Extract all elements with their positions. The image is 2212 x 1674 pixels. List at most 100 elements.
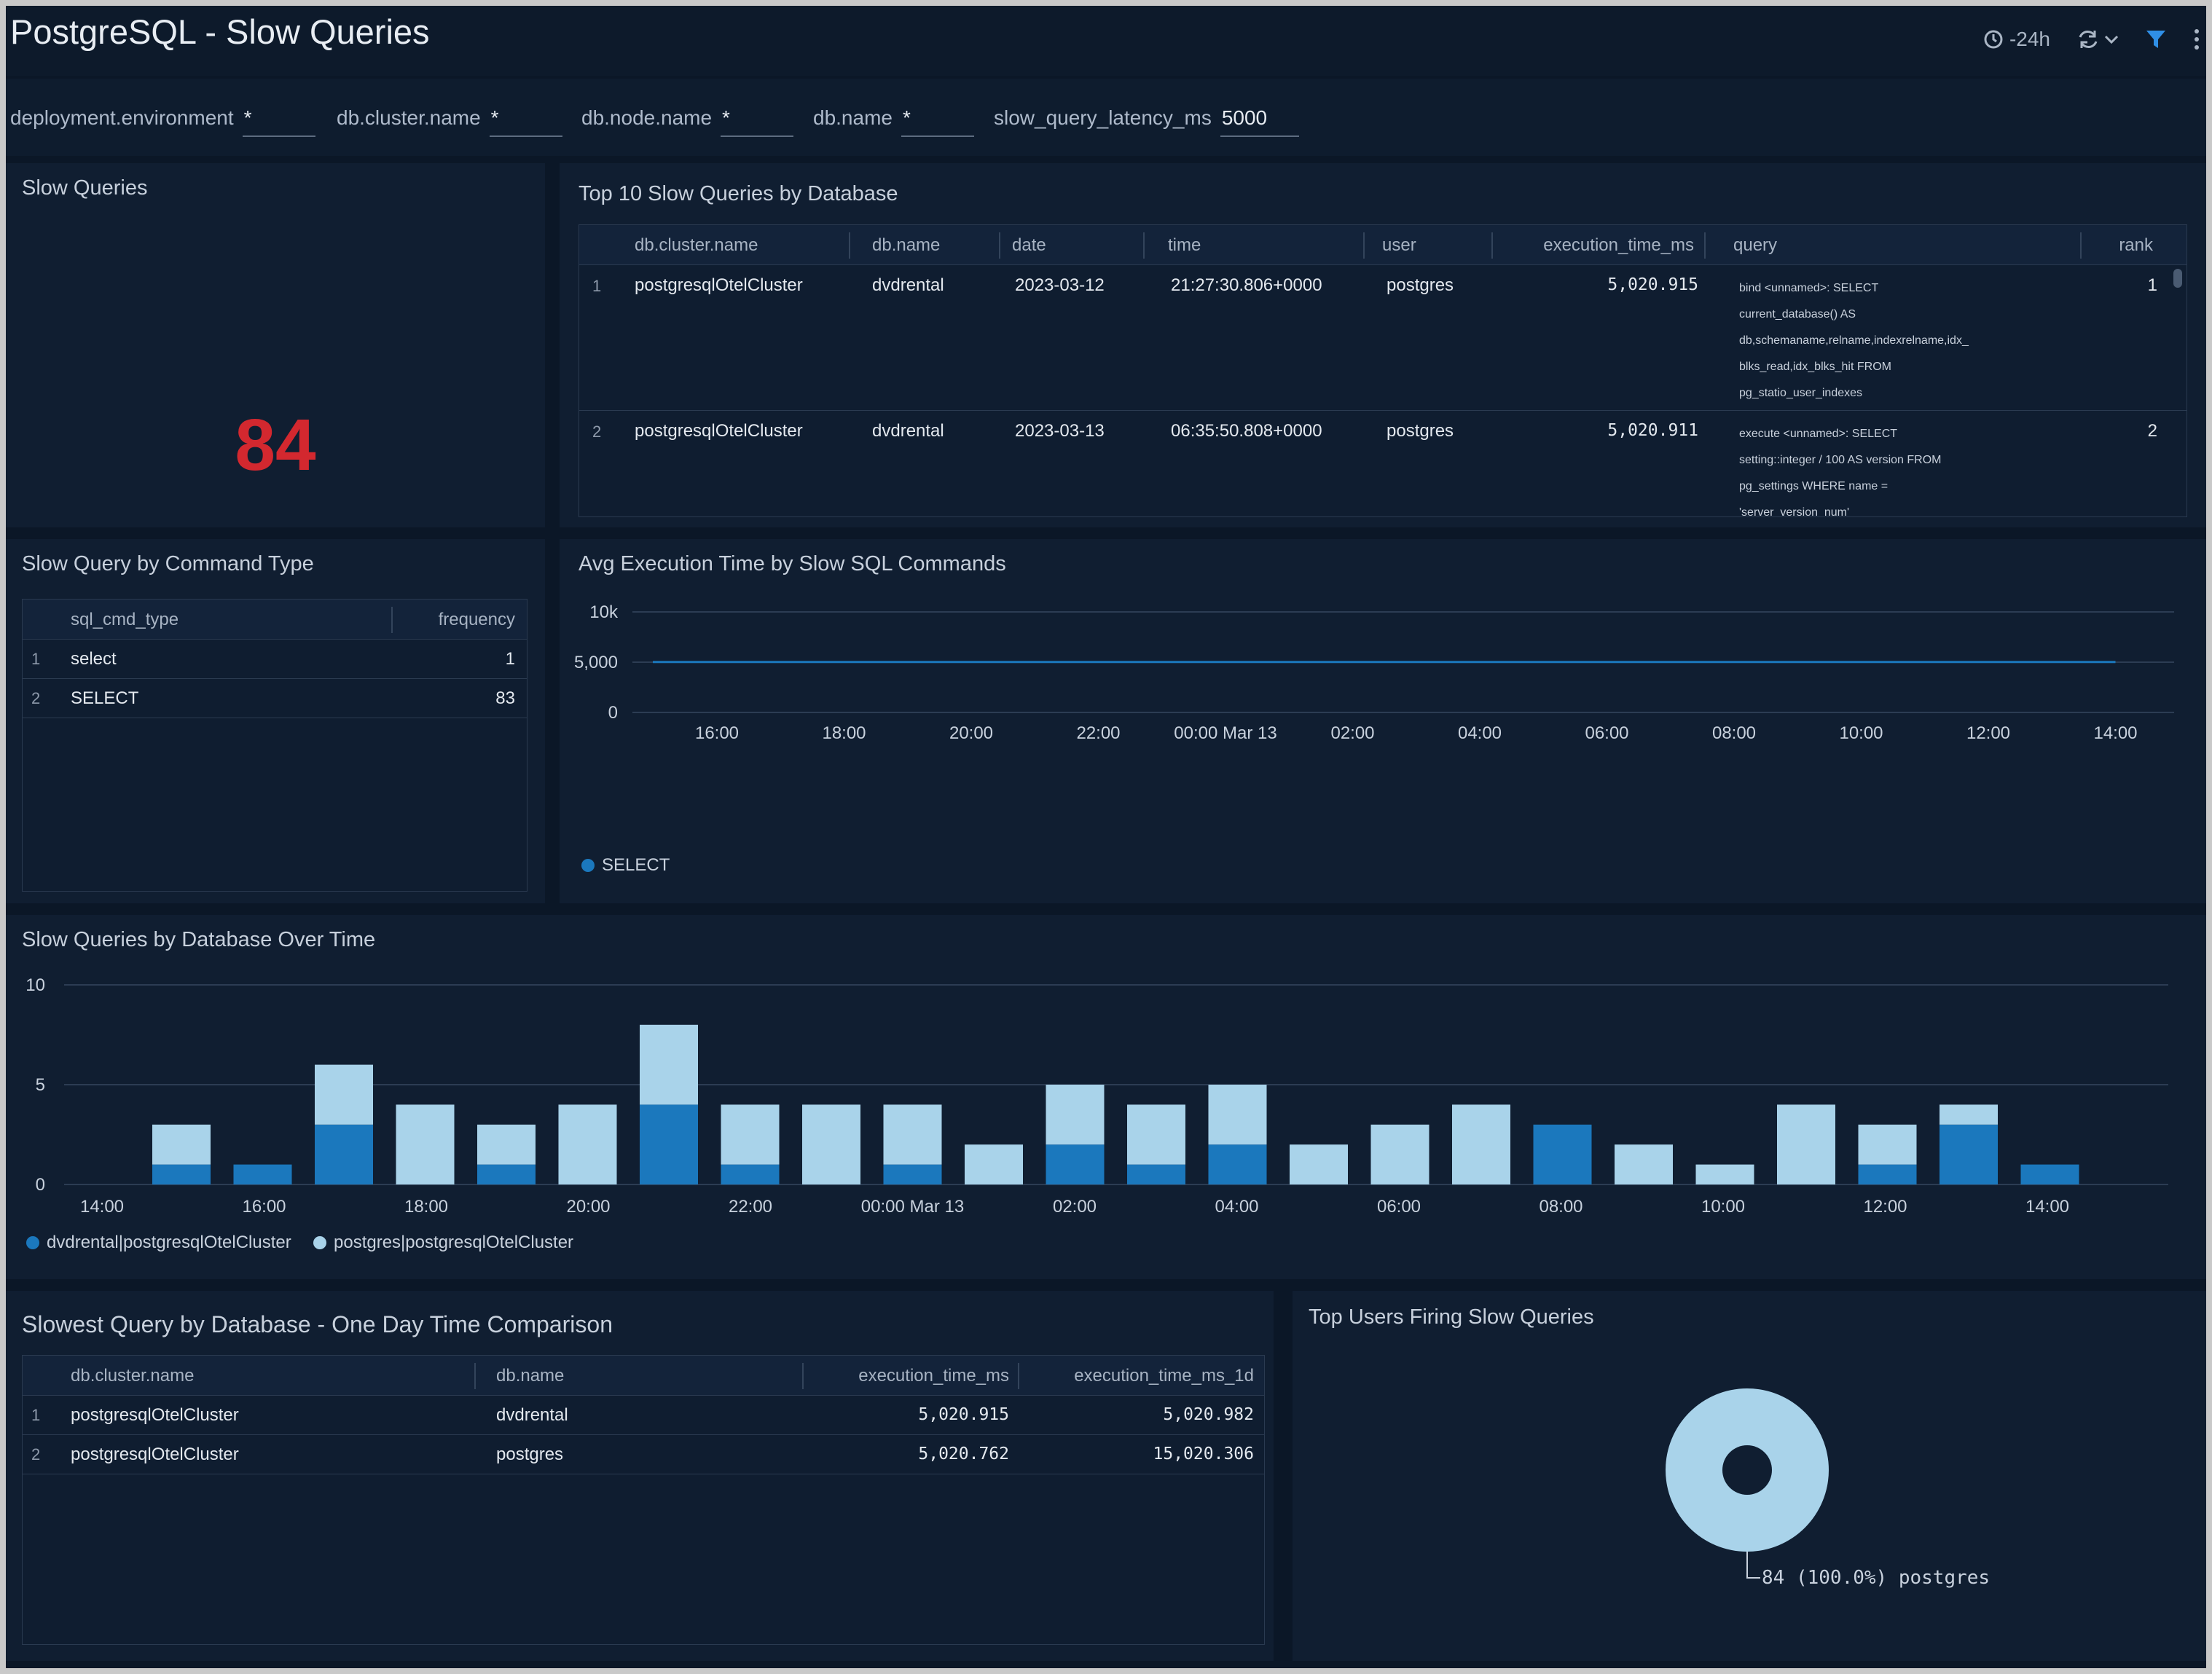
y-tick-label: 5: [36, 1075, 45, 1095]
filter-db-node-name[interactable]: db.node.name *: [581, 101, 794, 144]
filter-deployment-environment[interactable]: deployment.environment *: [10, 101, 315, 144]
table-row[interactable]: 2 postgresqlOtelCluster postgres 5,020.7…: [23, 1435, 1264, 1474]
column-header[interactable]: rank: [2119, 235, 2153, 255]
panel-title: Avg Execution Time by Slow SQL Commands: [579, 552, 1006, 575]
column-divider[interactable]: [1704, 232, 1706, 259]
x-tick-label: 08:00: [1539, 1197, 1582, 1217]
chart-legend-item[interactable]: SELECT: [581, 855, 670, 876]
column-divider[interactable]: [2080, 232, 2082, 259]
query-line: execute <unnamed>: SELECT: [1739, 428, 1898, 440]
column-divider[interactable]: [474, 1363, 476, 1389]
time-range-button[interactable]: -24h: [1983, 28, 2050, 51]
scrollbar[interactable]: [2173, 269, 2182, 288]
x-tick-label: 20:00: [949, 723, 993, 743]
filter-label: db.cluster.name: [337, 106, 481, 129]
toolbar: -24h: [1983, 6, 2206, 73]
bar-segment: [1858, 1124, 1917, 1165]
filter-slow-query-latency-ms[interactable]: slow_query_latency_ms 5000: [994, 101, 1299, 144]
slow-queries-count: 84: [235, 404, 316, 486]
filter-db-name[interactable]: db.name *: [813, 101, 974, 144]
column-divider[interactable]: [1143, 232, 1145, 259]
chart-legend-item[interactable]: postgres|postgresqlOtelCluster: [313, 1233, 573, 1253]
x-tick-label: 04:00: [1215, 1197, 1258, 1217]
donut-hole: [1722, 1445, 1772, 1495]
panel-title: Slow Queries by Database Over Time: [22, 928, 376, 951]
column-header[interactable]: db.name: [496, 1366, 565, 1386]
column-divider[interactable]: [1491, 232, 1493, 259]
legend-label: dvdrental|postgresqlOtelCluster: [47, 1233, 291, 1252]
filter-label: slow_query_latency_ms: [994, 106, 1212, 129]
column-header[interactable]: db.cluster.name: [71, 1366, 195, 1386]
filter-value-input[interactable]: *: [489, 101, 562, 137]
column-header[interactable]: execution_time_ms: [858, 1366, 1009, 1386]
column-header[interactable]: sql_cmd_type: [71, 610, 179, 629]
row-divider: [579, 410, 2186, 411]
column-header[interactable]: time: [1168, 235, 1201, 255]
column-header[interactable]: query: [1733, 235, 1778, 255]
x-tick-label: 02:00: [1330, 723, 1374, 743]
query-line: pg_settings WHERE name =: [1739, 480, 1889, 492]
refresh-button[interactable]: [2076, 28, 2119, 50]
table-row[interactable]: 2 SELECT 83: [23, 679, 527, 718]
filter-label: db.node.name: [581, 106, 713, 129]
column-divider[interactable]: [999, 232, 1000, 259]
filter-bar: deployment.environment * db.cluster.name…: [6, 79, 2206, 156]
column-header[interactable]: user: [1382, 235, 1416, 255]
bar-segment: [721, 1164, 780, 1184]
filter-value-input[interactable]: *: [901, 101, 974, 137]
y-tick-label: 10: [26, 975, 45, 995]
filter-db-cluster-name[interactable]: db.cluster.name *: [337, 101, 562, 144]
bar-segment: [1940, 1104, 1998, 1125]
filter-button[interactable]: [2145, 28, 2167, 50]
bar-segment: [315, 1064, 373, 1125]
column-divider[interactable]: [1363, 232, 1365, 259]
cell-execution-time: 5,020.911: [1607, 421, 1698, 440]
column-divider[interactable]: [802, 1363, 804, 1389]
table-row[interactable]: 2 postgresqlOtelCluster dvdrental 2023-0…: [579, 411, 2186, 516]
table-row[interactable]: 1 postgresqlOtelCluster dvdrental 2023-0…: [579, 265, 2186, 409]
column-divider[interactable]: [391, 607, 393, 633]
command-type-table: sql_cmd_type frequency 1 select 1 2 SELE…: [22, 599, 527, 892]
dashboard: PostgreSQL - Slow Queries -24h: [6, 6, 2206, 1668]
bar-segment: [152, 1164, 211, 1184]
column-header[interactable]: frequency: [438, 610, 515, 629]
column-header[interactable]: date: [1012, 235, 1046, 255]
bar-segment: [1533, 1124, 1592, 1184]
cell-sql-cmd-type: SELECT: [71, 688, 139, 708]
top-users-chart: 84 (100.0%) postgres: [1666, 1388, 1990, 1589]
column-header[interactable]: db.name: [872, 235, 941, 255]
bar-segment: [640, 1104, 698, 1184]
table-row[interactable]: 1 select 1: [23, 640, 527, 678]
slice-label: 84 (100.0%) postgres: [1762, 1567, 1990, 1589]
filter-value-input[interactable]: *: [721, 101, 794, 137]
column-divider[interactable]: [1018, 1363, 1019, 1389]
bar-segment: [233, 1164, 292, 1184]
chart-legend-item[interactable]: dvdrental|postgresqlOtelCluster: [26, 1233, 291, 1253]
row-divider: [23, 678, 527, 679]
filter-value-input[interactable]: *: [242, 101, 315, 137]
bar-segment: [477, 1124, 536, 1165]
bar-segment: [558, 1104, 617, 1184]
column-header[interactable]: execution_time_ms: [1543, 235, 1694, 255]
x-tick-label: 10:00: [1839, 723, 1883, 743]
cell-time: 06:35:50.808+0000: [1171, 421, 1322, 441]
filter-label: db.name: [813, 106, 893, 129]
filter-label: deployment.environment: [10, 106, 234, 129]
filter-value-input[interactable]: 5000: [1220, 101, 1299, 137]
panel-title: Slow Query by Command Type: [22, 552, 314, 575]
column-divider[interactable]: [849, 232, 850, 259]
bar-segment: [1208, 1085, 1267, 1145]
x-tick-label: 16:00: [242, 1197, 286, 1217]
table-row[interactable]: 1 postgresqlOtelCluster dvdrental 5,020.…: [23, 1396, 1264, 1434]
x-tick-label: 10:00: [1701, 1197, 1745, 1217]
filter-icon: [2145, 28, 2167, 50]
bar-segment: [1858, 1164, 1917, 1184]
cell-execution-time-1d: 5,020.982: [1163, 1405, 1254, 1424]
column-header[interactable]: db.cluster.name: [635, 235, 758, 255]
avg-exec-time-panel: Avg Execution Time by Slow SQL Commands …: [560, 539, 2206, 903]
bar-segment: [721, 1104, 780, 1165]
more-options-button[interactable]: [2193, 28, 2200, 51]
column-header[interactable]: execution_time_ms_1d: [1074, 1366, 1254, 1386]
bar-segment: [883, 1104, 942, 1165]
legend-swatch: [26, 1236, 39, 1249]
